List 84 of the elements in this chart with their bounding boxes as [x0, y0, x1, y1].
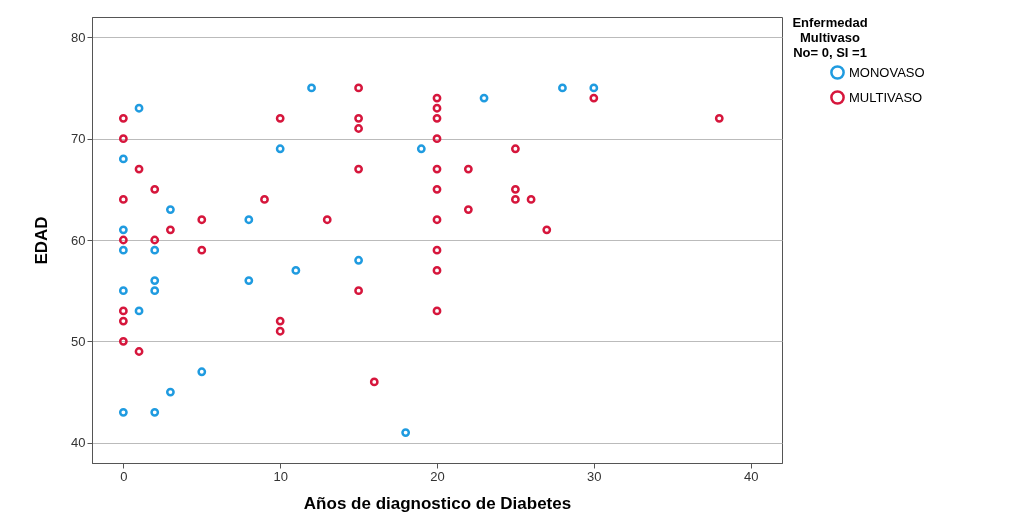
y-tick-label: 60 — [71, 232, 86, 248]
point — [526, 195, 536, 204]
point — [432, 215, 442, 225]
point — [118, 336, 128, 346]
point — [432, 113, 442, 123]
point — [401, 428, 411, 437]
point — [118, 195, 128, 204]
point — [432, 184, 442, 194]
point — [150, 276, 160, 285]
point — [244, 276, 254, 285]
point — [275, 316, 285, 326]
point — [354, 286, 363, 296]
point — [134, 164, 144, 174]
point — [118, 286, 128, 296]
y-tick-label: 50 — [71, 333, 86, 349]
point — [558, 83, 567, 93]
point — [354, 113, 363, 123]
point — [134, 103, 144, 113]
point — [589, 93, 599, 103]
point — [166, 225, 175, 235]
legend-label: MULTIVASO — [849, 89, 923, 105]
point — [511, 195, 520, 204]
y-tick-label: 80 — [71, 29, 86, 45]
point — [118, 407, 128, 417]
point — [118, 316, 128, 326]
point — [275, 144, 285, 154]
point — [542, 225, 552, 235]
point — [118, 235, 128, 245]
point — [260, 195, 269, 204]
point — [166, 205, 175, 214]
x-tick-label: 40 — [743, 468, 759, 484]
point — [118, 154, 128, 164]
point — [118, 225, 128, 235]
point — [118, 134, 128, 144]
y-axis-title: EDAD — [32, 216, 52, 265]
legend-title: Enfermedad Multivaso No= 0, SI =1 — [792, 15, 868, 60]
point — [589, 83, 599, 93]
point — [166, 387, 175, 397]
point — [463, 164, 473, 174]
point — [432, 93, 442, 103]
point — [275, 326, 285, 336]
x-tick-label: 10 — [273, 468, 288, 484]
x-tick-label: 0 — [120, 468, 128, 484]
x-axis-title: Años de diagnostico de Diabetes — [303, 493, 572, 513]
point — [432, 103, 442, 113]
point — [354, 164, 363, 174]
x-tick-label: 30 — [587, 468, 602, 484]
point — [197, 367, 207, 377]
y-tick-label: 70 — [71, 131, 86, 147]
point — [354, 124, 363, 133]
point — [432, 266, 442, 275]
y-tick-label: 40 — [71, 435, 86, 451]
point — [275, 113, 285, 123]
point — [714, 113, 724, 123]
point — [118, 113, 128, 123]
point — [150, 235, 160, 245]
point — [150, 407, 160, 417]
point — [511, 184, 520, 194]
legend-label: MONOVASO — [849, 64, 925, 80]
point — [432, 164, 442, 174]
point — [244, 215, 254, 225]
point — [197, 215, 207, 225]
point — [369, 377, 379, 387]
point — [150, 245, 160, 255]
point — [432, 306, 442, 316]
point — [150, 286, 160, 296]
point — [134, 306, 144, 316]
point — [150, 184, 160, 194]
point — [416, 144, 426, 154]
point — [463, 205, 473, 214]
point — [354, 83, 363, 93]
point — [322, 215, 332, 225]
point — [307, 83, 316, 93]
point — [118, 306, 128, 316]
point — [354, 255, 363, 265]
x-tick-label: 20 — [430, 468, 445, 484]
point — [511, 144, 520, 154]
point — [118, 245, 128, 255]
point — [479, 93, 489, 103]
point — [134, 347, 144, 356]
point — [291, 266, 301, 275]
point — [432, 134, 442, 144]
point — [197, 245, 207, 255]
point — [432, 245, 442, 255]
